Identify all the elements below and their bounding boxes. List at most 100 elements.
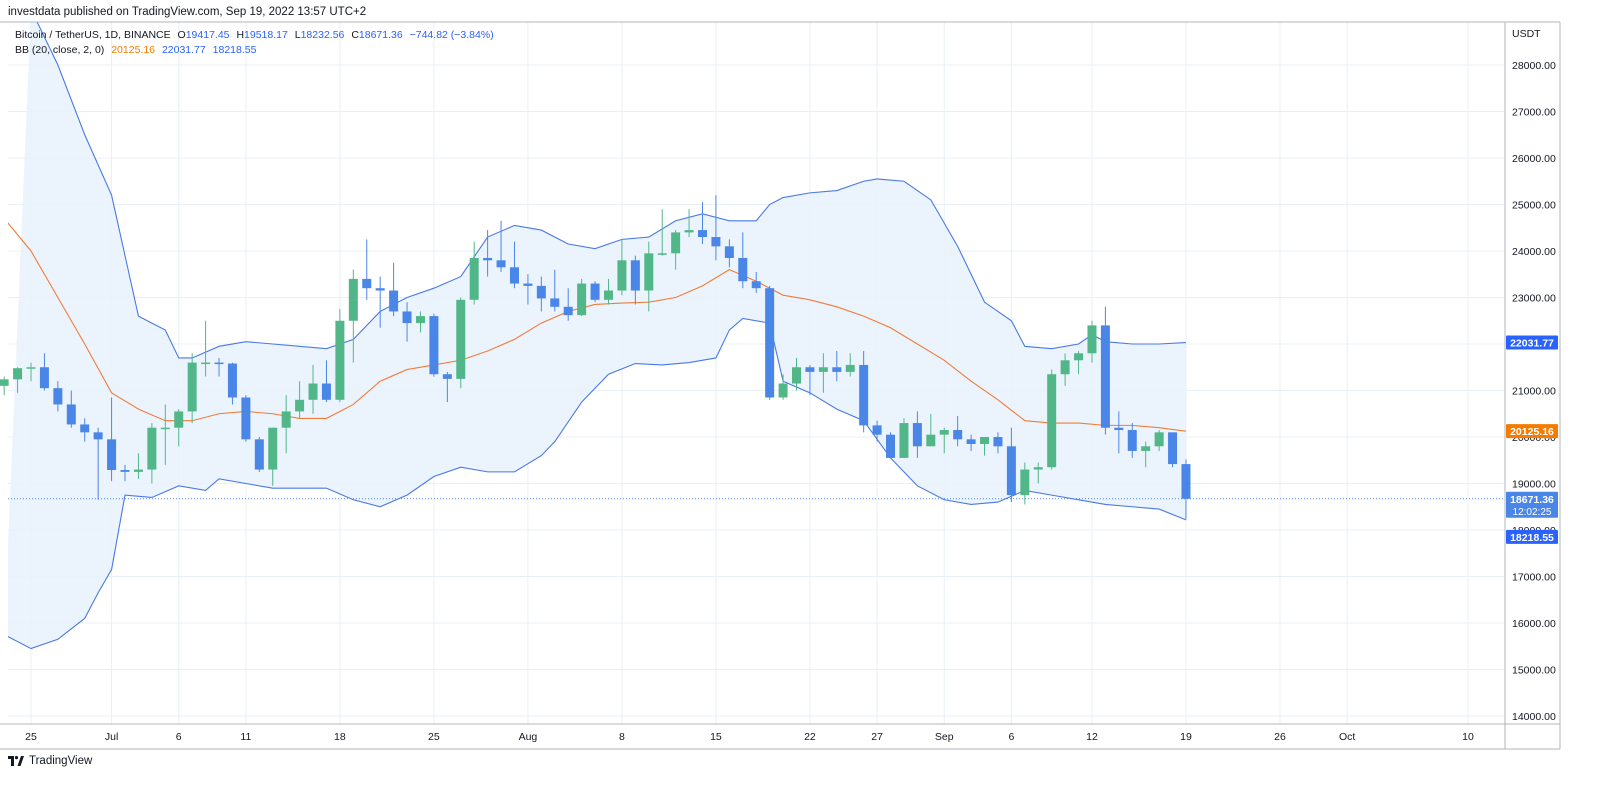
candle[interactable]	[980, 437, 990, 456]
candle[interactable]	[335, 309, 345, 403]
candle[interactable]	[308, 364, 318, 414]
candle[interactable]	[1060, 353, 1070, 386]
candle[interactable]	[1047, 369, 1057, 470]
candle[interactable]	[509, 241, 519, 289]
candle[interactable]	[66, 390, 76, 428]
candle[interactable]	[456, 297, 466, 389]
candle[interactable]	[792, 357, 802, 391]
candle[interactable]	[818, 353, 828, 393]
candle[interactable]	[926, 413, 936, 447]
candle[interactable]	[684, 209, 694, 238]
candle[interactable]	[1100, 306, 1110, 435]
candle[interactable]	[778, 374, 788, 400]
candle[interactable]	[859, 350, 869, 433]
candle[interactable]	[872, 420, 882, 442]
candle[interactable]	[227, 362, 237, 405]
candle[interactable]	[1168, 432, 1178, 468]
candle[interactable]	[107, 397, 117, 482]
candle[interactable]	[469, 241, 479, 305]
candle[interactable]	[281, 395, 291, 454]
candle[interactable]	[523, 274, 533, 305]
candle[interactable]	[1127, 423, 1137, 458]
candle[interactable]	[939, 427, 949, 454]
candle[interactable]	[724, 239, 734, 268]
axes[interactable]: 14000.0015000.0016000.0017000.0018000.00…	[0, 21, 1561, 750]
candle[interactable]	[201, 320, 211, 377]
candle[interactable]	[214, 357, 224, 377]
candle[interactable]	[483, 230, 493, 277]
bb-indicator-name[interactable]: BB (20, close, 2, 0)	[15, 44, 105, 56]
candle[interactable]	[1181, 459, 1191, 520]
candle[interactable]	[147, 423, 157, 484]
candle[interactable]	[577, 278, 587, 317]
candle[interactable]	[671, 230, 681, 270]
candle[interactable]	[1114, 411, 1124, 454]
candle[interactable]	[187, 353, 197, 424]
candle[interactable]	[698, 202, 707, 245]
bb-legend[interactable]: BB (20, close, 2, 0) 20125.16 22031.77 1…	[15, 44, 260, 56]
candle[interactable]	[953, 416, 963, 447]
candle[interactable]	[429, 313, 439, 377]
candle[interactable]	[295, 381, 305, 419]
candle[interactable]	[993, 432, 1003, 454]
candle[interactable]	[1020, 462, 1030, 505]
candle[interactable]	[738, 232, 748, 289]
candle[interactable]	[590, 281, 600, 303]
candle[interactable]	[442, 371, 452, 403]
candle[interactable]	[415, 311, 425, 333]
candle[interactable]	[603, 278, 613, 305]
candle[interactable]	[751, 271, 761, 293]
candle[interactable]	[80, 418, 90, 442]
candle[interactable]	[348, 269, 358, 363]
candle[interactable]	[765, 285, 775, 400]
candle[interactable]	[268, 427, 278, 486]
candle[interactable]	[160, 404, 170, 465]
candle[interactable]	[241, 395, 251, 442]
candle[interactable]	[254, 437, 264, 472]
candle[interactable]	[26, 362, 36, 382]
candle[interactable]	[1087, 320, 1097, 363]
candle[interactable]	[402, 302, 412, 342]
candle[interactable]	[53, 381, 63, 412]
candle[interactable]	[496, 220, 506, 272]
candle[interactable]	[389, 262, 399, 317]
candle[interactable]	[805, 364, 815, 396]
candle[interactable]	[1074, 350, 1084, 375]
candle[interactable]	[899, 418, 909, 458]
candle[interactable]	[174, 409, 184, 447]
candle[interactable]	[966, 434, 976, 451]
candle[interactable]	[1154, 430, 1164, 451]
candle[interactable]	[644, 241, 654, 312]
candle[interactable]	[845, 353, 855, 377]
candle[interactable]	[630, 255, 640, 305]
symbol-name[interactable]: Bitcoin / TetherUS, 1D, BINANCE	[15, 29, 171, 41]
candle-body	[563, 306, 573, 316]
candle[interactable]	[1033, 462, 1043, 484]
candle[interactable]	[1006, 427, 1016, 503]
tradingview-footer[interactable]: TradingView	[8, 755, 92, 767]
candle[interactable]	[93, 427, 103, 500]
candle[interactable]	[886, 432, 896, 458]
candle[interactable]	[0, 376, 9, 396]
candle[interactable]	[13, 367, 23, 393]
candles[interactable]	[0, 195, 1191, 520]
close-value: 18671.36	[358, 29, 403, 41]
candle[interactable]	[550, 269, 560, 312]
candle[interactable]	[375, 276, 385, 328]
candle[interactable]	[1141, 441, 1151, 468]
candle[interactable]	[563, 288, 573, 321]
candle[interactable]	[832, 350, 842, 382]
candle[interactable]	[133, 453, 143, 479]
candle[interactable]	[711, 195, 721, 261]
candle[interactable]	[536, 276, 546, 312]
candle[interactable]	[120, 464, 130, 482]
candle[interactable]	[657, 209, 667, 256]
candle[interactable]	[362, 239, 372, 300]
symbol-legend[interactable]: Bitcoin / TetherUS, 1D, BINANCE O19417.4…	[15, 29, 502, 41]
candle[interactable]	[617, 239, 627, 296]
candle[interactable]	[912, 411, 922, 458]
candle[interactable]	[321, 360, 331, 403]
candle[interactable]	[39, 353, 49, 391]
